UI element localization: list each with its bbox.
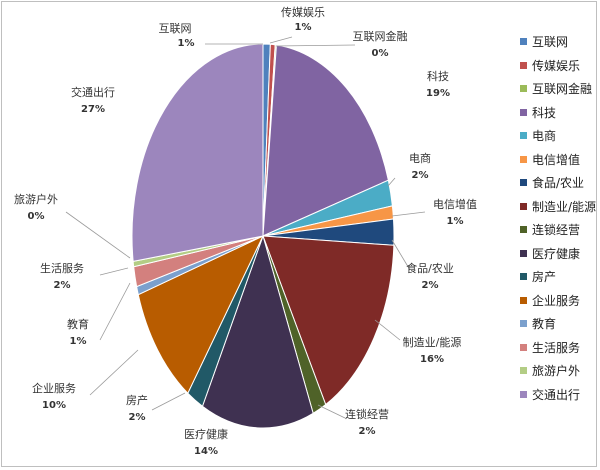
slice-percent-label: 1% <box>70 336 87 347</box>
legend-label: 生活服务 <box>532 340 581 355</box>
slice-label: 连锁经营 <box>345 407 389 421</box>
slice-label: 传媒娱乐 <box>281 5 325 19</box>
slice-percent-label: 16% <box>420 354 444 365</box>
legend-swatch <box>520 296 527 304</box>
leader-line <box>89 349 139 396</box>
legend-label: 互联网金融 <box>532 82 593 97</box>
legend-swatch <box>520 390 527 398</box>
legend-item: 互联网 <box>520 30 598 54</box>
legend-item: 制造业/能源 <box>520 195 598 219</box>
slice-label: 科技 <box>427 69 449 83</box>
legend-item: 企业服务 <box>520 289 598 313</box>
chart-legend: 互联网传媒娱乐互联网金融科技电商电信增值食品/农业制造业/能源 连锁经营医疗健康房… <box>520 30 598 406</box>
legend-label: 房产 <box>532 270 557 285</box>
slice-percent-label: 2% <box>412 170 429 181</box>
slice-percent-label: 0% <box>28 211 45 222</box>
legend-label: 互联网 <box>532 35 569 50</box>
slice-percent-label: 1% <box>447 216 464 227</box>
pie-slice <box>262 44 389 237</box>
legend-item: 连锁经营 <box>520 218 598 242</box>
pie-slice <box>262 235 395 406</box>
legend-swatch <box>520 320 527 328</box>
slice-percent-label: 1% <box>295 22 312 33</box>
slice-label: 房产 <box>126 393 148 407</box>
slice-percent-label: 19% <box>426 88 450 99</box>
legend-item: 传媒娱乐 <box>520 54 598 78</box>
legend-swatch <box>520 249 527 257</box>
leader-line <box>99 282 131 341</box>
legend-item: 食品/农业 <box>520 171 598 195</box>
slice-percent-label: 2% <box>359 426 376 437</box>
leader-line <box>391 239 411 271</box>
legend-label: 企业服务 <box>532 293 581 308</box>
legend-label: 交通出行 <box>532 387 581 402</box>
legend-label: 电信增值 <box>532 152 581 167</box>
legend-label: 教育 <box>532 317 557 332</box>
slice-label: 互联网 <box>159 22 192 35</box>
legend-item: 房产 <box>520 265 598 289</box>
legend-swatch <box>520 61 527 69</box>
slice-percent-label: 2% <box>422 280 439 291</box>
legend-swatch <box>520 132 527 140</box>
slice-label: 互联网金融 <box>353 29 408 43</box>
legend-swatch <box>520 155 527 163</box>
legend-item: 互联网金融 <box>520 77 598 101</box>
legend-label: 连锁经营 <box>532 223 581 238</box>
legend-label: 食品/农业 <box>532 176 585 191</box>
legend-swatch <box>520 38 527 46</box>
legend-swatch <box>520 226 527 234</box>
legend-swatch <box>520 202 527 210</box>
slice-percent-label: 1% <box>178 38 195 49</box>
legend-item: 医疗健康 <box>520 242 598 266</box>
slice-label: 生活服务 <box>40 261 84 275</box>
legend-swatch <box>520 85 527 93</box>
legend-swatch <box>520 367 527 375</box>
slice-label: 教育 <box>67 317 89 331</box>
leader-line <box>391 211 426 217</box>
pie-slice <box>137 234 265 395</box>
leader-line <box>269 36 293 44</box>
slice-label: 制造业/能源 <box>403 335 462 349</box>
legend-item: 电信增值 <box>520 148 598 172</box>
slice-label: 医疗健康 <box>184 427 228 441</box>
leader-line <box>275 44 356 47</box>
leader-line <box>317 404 346 419</box>
legend-item: 生活服务 <box>520 336 598 360</box>
legend-item: 电商 <box>520 124 598 148</box>
slice-percent-label: 2% <box>129 412 146 423</box>
slice-percent-label: 0% <box>372 48 389 59</box>
legend-label: 医疗健康 <box>532 246 581 261</box>
slice-percent-label: 27% <box>81 104 105 115</box>
legend-item: 科技 <box>520 101 598 125</box>
legend-label: 制造业/能源 <box>532 199 597 214</box>
slice-label: 电商 <box>409 151 431 165</box>
slice-percent-label: 2% <box>54 280 71 291</box>
legend-swatch <box>520 108 527 116</box>
leader-line <box>387 177 396 187</box>
leader-line <box>65 211 131 259</box>
slice-percent-label: 14% <box>194 446 218 457</box>
leader-line <box>151 392 186 411</box>
legend-item: 交通出行 <box>520 383 598 407</box>
leader-line <box>374 319 401 341</box>
pie-slice <box>201 234 314 429</box>
pie-slice <box>131 43 264 262</box>
slice-label: 旅游户外 <box>14 192 58 206</box>
legend-label: 旅游户外 <box>532 364 581 379</box>
slice-label: 电信增值 <box>433 197 477 211</box>
legend-item: 旅游户外 <box>520 359 598 383</box>
legend-label: 电商 <box>532 129 557 144</box>
legend-swatch <box>520 343 527 351</box>
slice-label: 企业服务 <box>32 381 76 395</box>
slice-percent-label: 10% <box>42 400 66 411</box>
slice-label: 食品/农业 <box>406 261 454 275</box>
legend-swatch <box>520 179 527 187</box>
legend-label: 科技 <box>532 105 557 120</box>
legend-label: 传媒娱乐 <box>532 58 581 73</box>
slice-label: 交通出行 <box>71 85 115 99</box>
legend-swatch <box>520 273 527 281</box>
legend-item: 教育 <box>520 312 598 336</box>
leader-line <box>99 267 129 276</box>
